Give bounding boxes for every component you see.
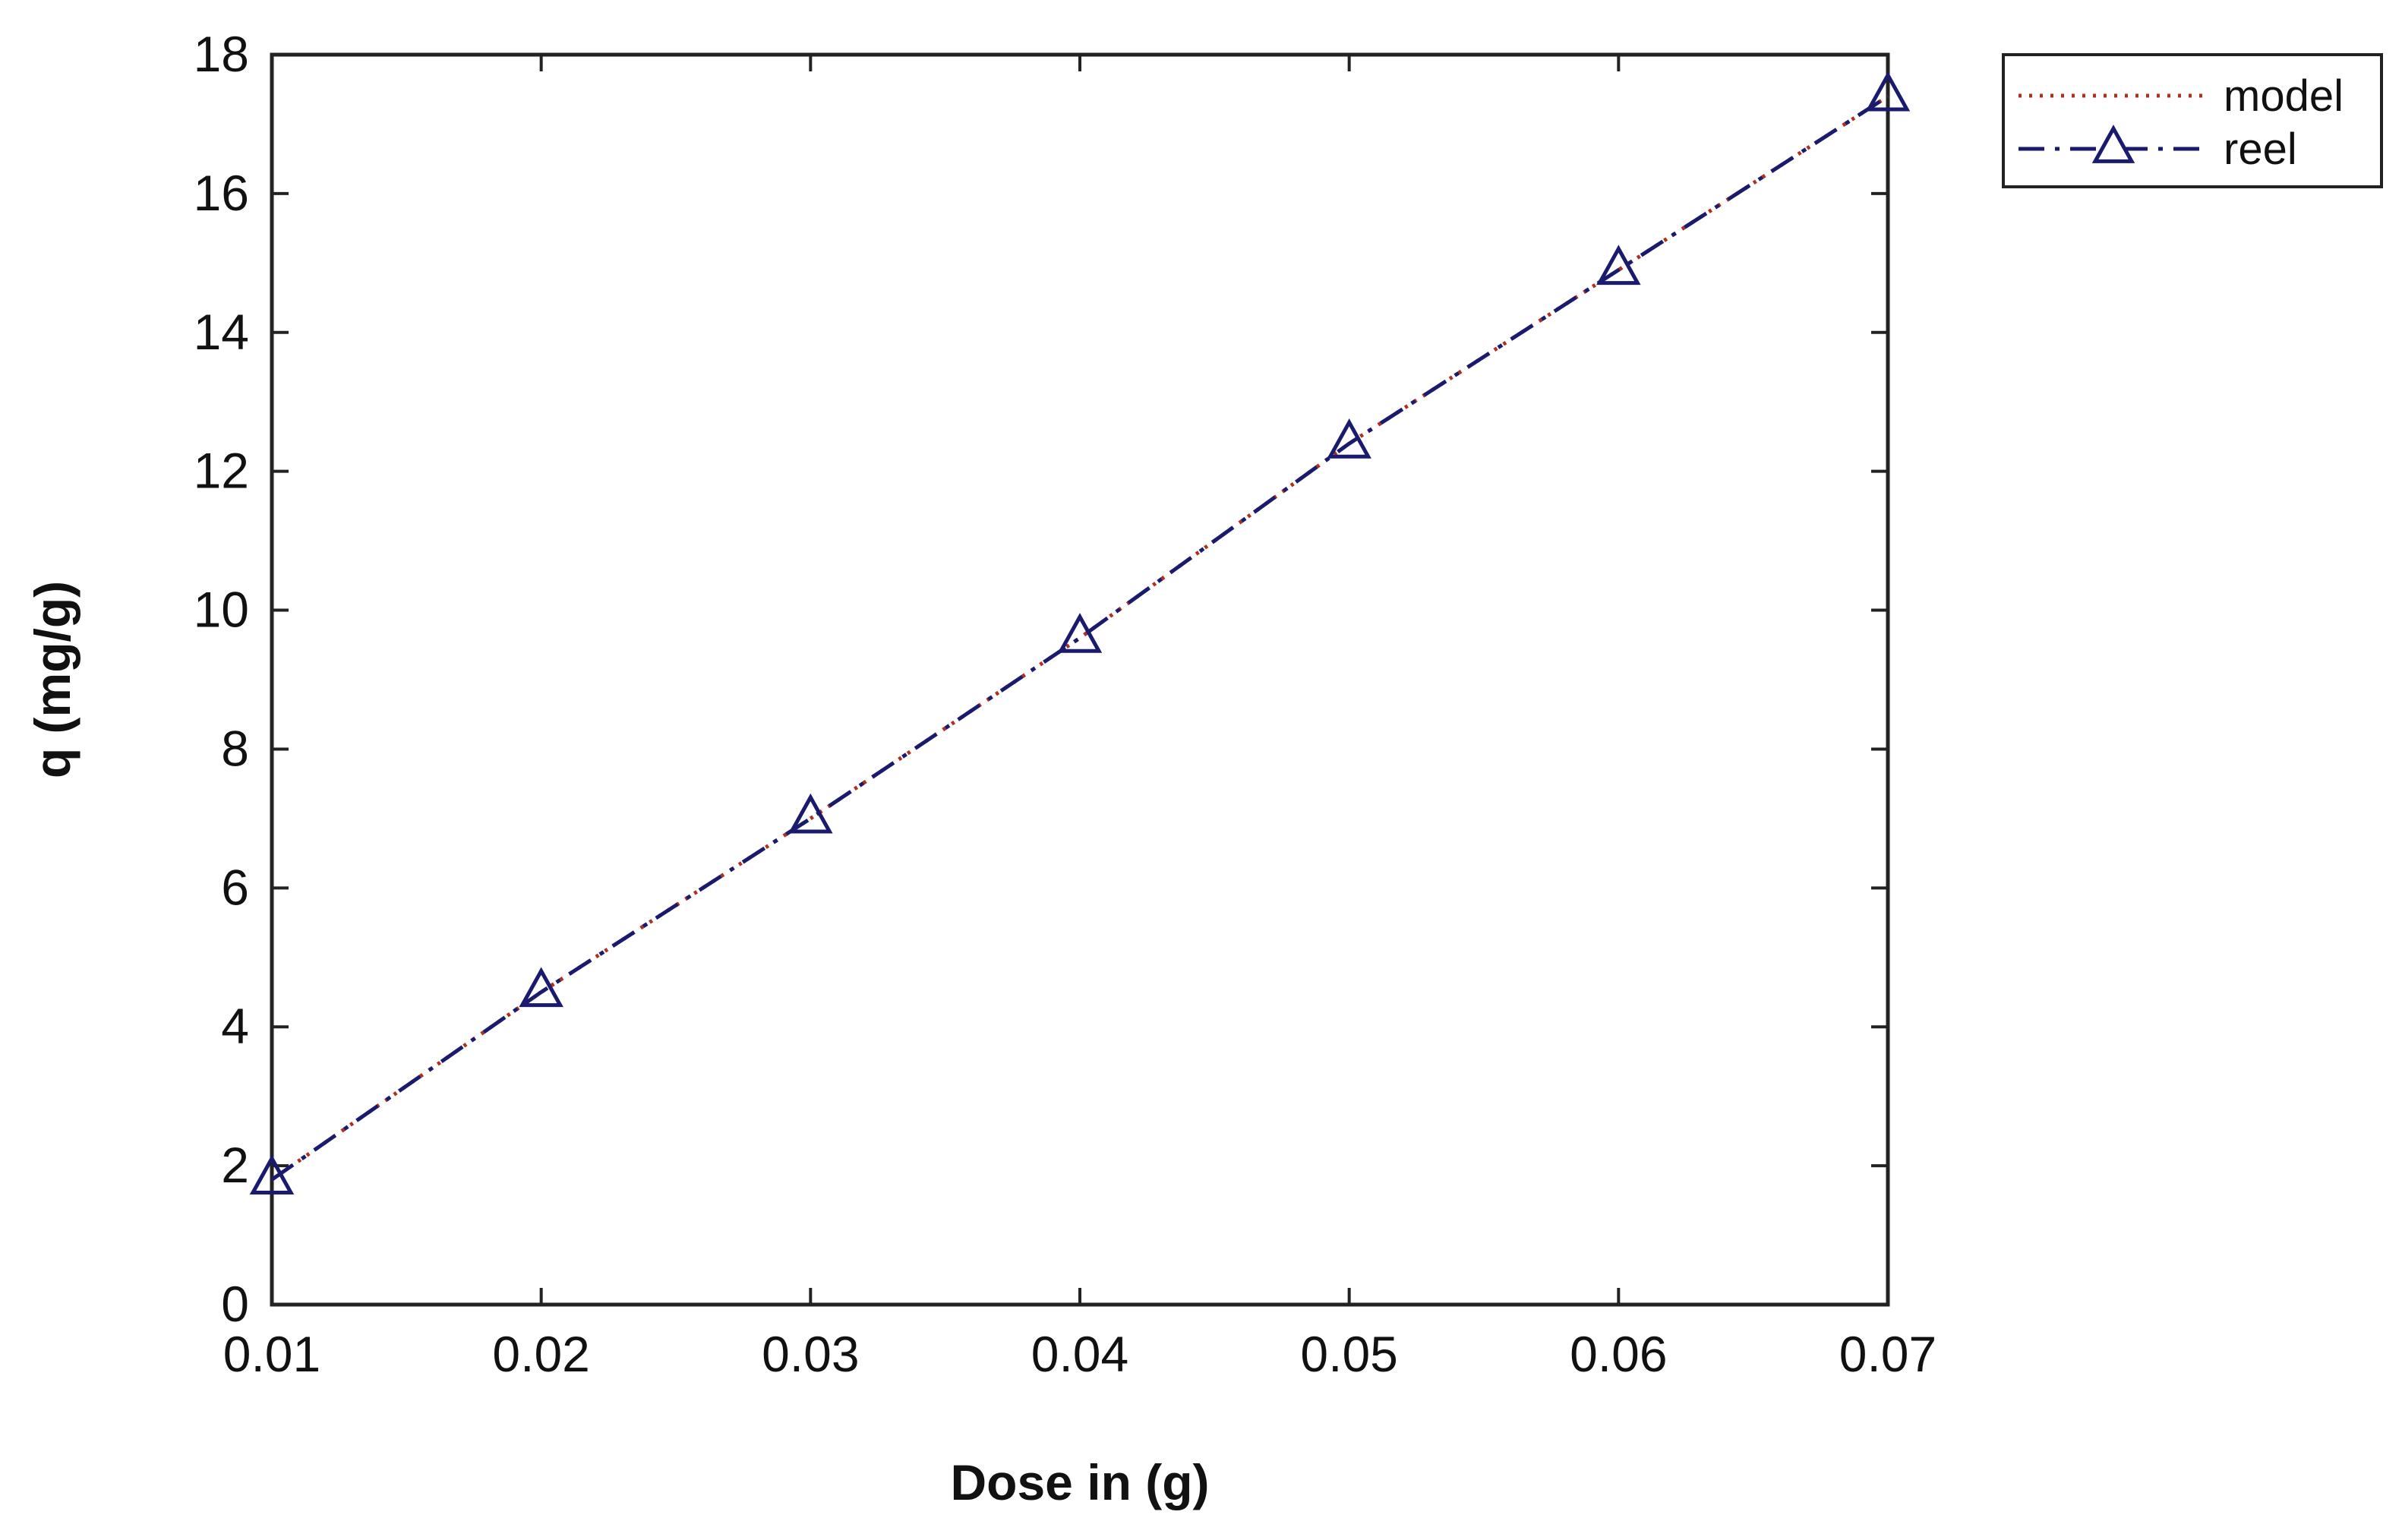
x-tick-label: 0.07 [1839,1326,1936,1382]
legend-label-model: model [2224,71,2344,121]
x-tick-label: 0.03 [762,1326,859,1382]
y-tick-label: 8 [221,720,249,776]
legend-box [2002,53,2383,188]
y-tick-label: 0 [221,1276,249,1332]
series-line-model [270,94,1889,1182]
axis-ticks: 0.01 0.02 0.03 0.04 0.05 0.06 0.07 0 2 4 6 8 10 12 14 1… [194,26,1937,1382]
y-tick-label: 4 [221,998,249,1054]
y-tick-label: 10 [194,582,249,638]
y-tick-label: 16 [194,165,249,221]
y-tick-label: 6 [221,859,249,915]
x-tick-label: 0.05 [1300,1326,1397,1382]
x-tick-label: 0.02 [492,1326,589,1382]
plot-area [270,52,1890,1307]
y-tick-label: 2 [221,1137,249,1193]
data-point-reel [788,793,833,834]
legend: model reel [2002,53,2383,188]
series-line-reel [270,94,1889,1182]
x-tick-label: 0.06 [1570,1326,1667,1382]
series-layer [249,71,1911,1194]
y-tick-label: 18 [194,26,249,82]
x-axis-title: Dose in (g) [951,1454,1210,1510]
y-axis-title: q (mg/g) [24,581,80,778]
x-tick-label: 0.04 [1031,1326,1128,1382]
data-point-reel [1865,71,1911,112]
y-tick-label: 12 [194,443,249,499]
y-tick-label: 14 [194,304,249,360]
data-point-reel [1057,613,1103,653]
data-point-reel [1327,418,1371,459]
x-tick-label: 0.01 [223,1326,320,1382]
legend-label-reel: reel [2224,125,2297,174]
data-point-reel [249,1154,295,1194]
legend-marker-reel [2091,125,2135,163]
plot-frame [270,52,1890,1307]
data-point-reel [519,967,563,1008]
data-point-reel [1596,245,1641,286]
